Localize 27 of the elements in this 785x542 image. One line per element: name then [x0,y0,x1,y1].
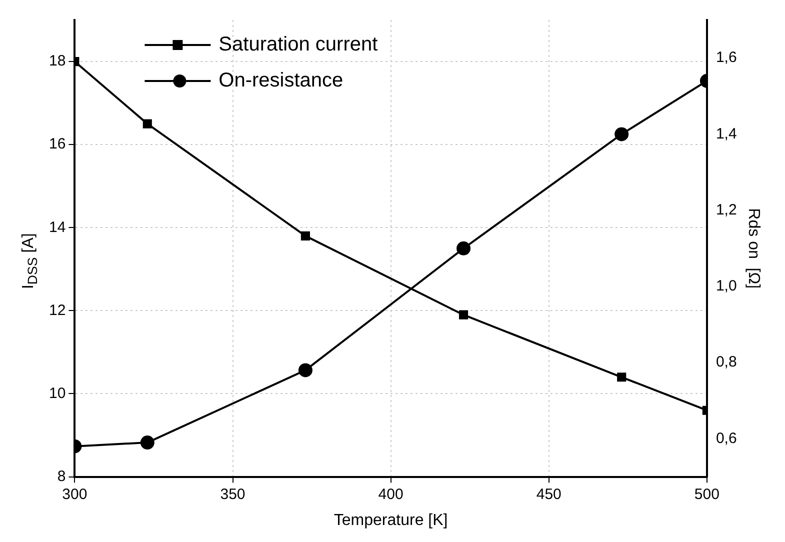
y-tick-label: 14 [48,218,66,236]
y-tick-label: 8 [57,468,66,485]
y-tick-label: 18 [48,52,66,70]
y-tick-label: 10 [48,384,66,402]
point [617,372,626,382]
y2-tick-label: 1,6 [716,49,737,66]
x-tick-label: 300 [62,486,88,503]
x-axis-title: Temperature [K] [334,512,448,529]
point [298,363,312,378]
y2-axis-title: Rds on [Ω] [744,208,762,289]
y2-tick-label: 0,6 [716,430,737,447]
point [456,241,471,256]
x-tick-label: 350 [220,486,246,503]
y2-tick-label: 1,0 [716,278,737,295]
point [458,310,468,320]
y2-tick-label: 1,4 [716,125,737,142]
legend-label: On-resistance [218,70,344,92]
point [142,119,152,128]
y2-tick-label: 0,8 [716,354,737,371]
legend-label: Saturation current [218,34,378,56]
y-tick-label: 12 [48,302,66,319]
x-tick-label: 400 [378,486,404,503]
y-tick-label: 16 [48,136,66,153]
y2-tick-label: 1,2 [716,201,737,218]
x-tick-label: 450 [536,486,562,503]
x-tick-label: 500 [694,486,720,503]
point [300,231,310,240]
